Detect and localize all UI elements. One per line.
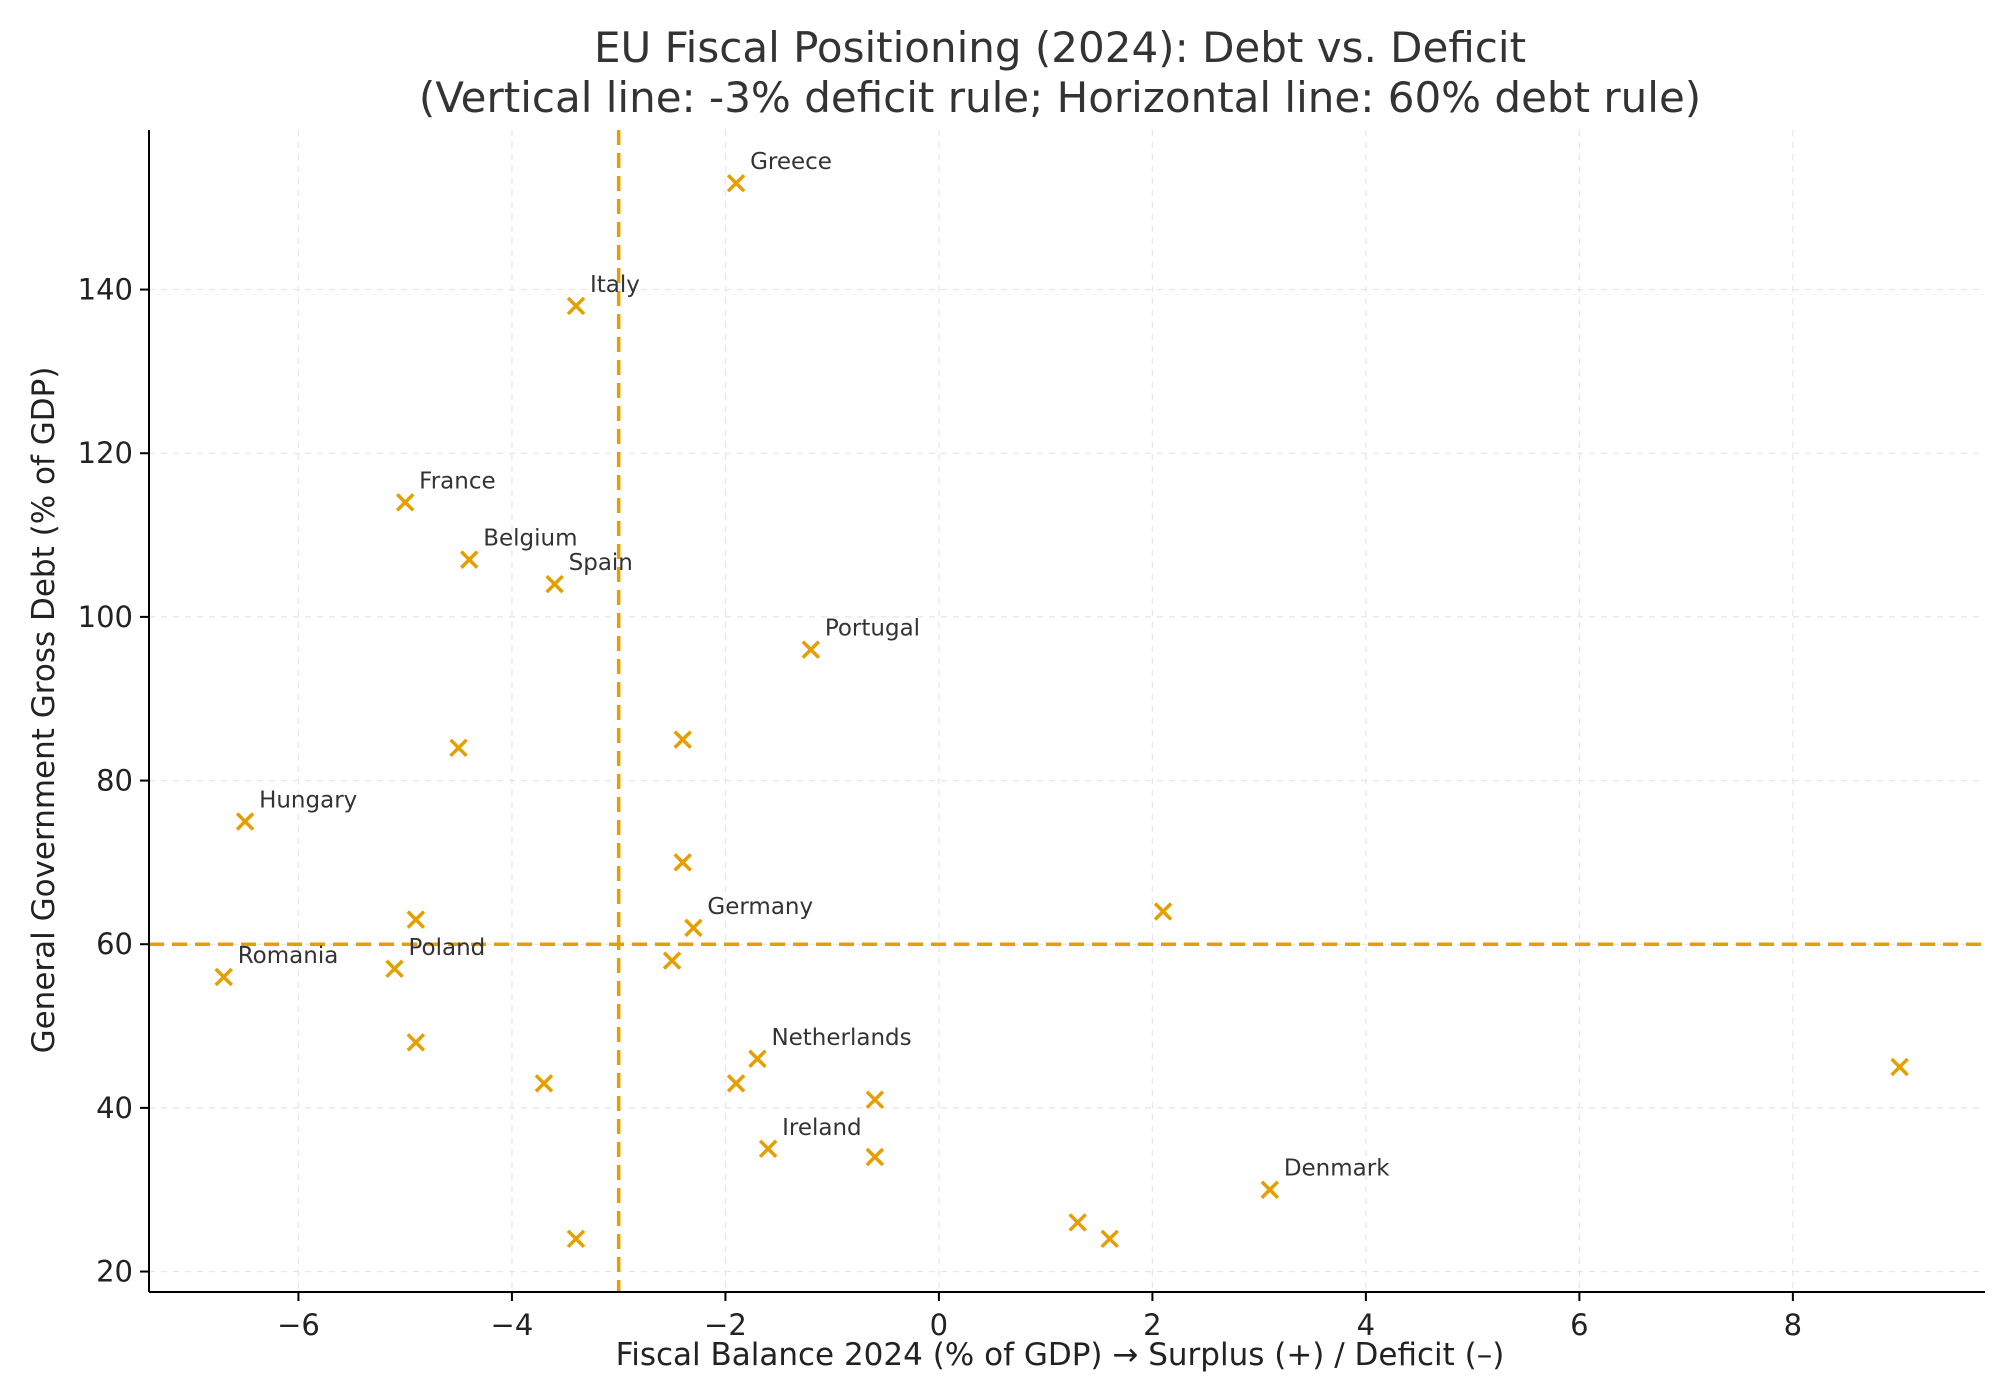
chart-title: EU Fiscal Positioning (2024): Debt vs. D… [594,23,1526,72]
marker-stroke [673,730,692,749]
marker-stroke [235,812,255,831]
data-point [534,1074,554,1093]
marker-stroke [545,574,564,594]
data-point [385,959,404,979]
marker-stroke [748,1049,767,1069]
y-axis-label: General Government Gross Debt (% of GDP) [26,367,62,1054]
x-tick-label: −2 [704,1308,747,1342]
x-tick-label: 8 [1784,1308,1802,1342]
marker-stroke [1260,1180,1280,1199]
data-point [545,574,564,594]
data-point [801,640,821,659]
point-label: Germany [707,894,813,920]
point-label: Netherlands [771,1025,911,1051]
marker-stroke [459,550,479,569]
marker-stroke [534,1074,554,1093]
data-point [662,951,682,970]
marker-stroke [449,738,468,758]
data-point [406,1033,426,1052]
data-point [673,730,692,749]
marker-stroke [865,1090,885,1109]
data-point [406,910,426,929]
y-tick-label: 40 [96,1091,133,1125]
point-label: Portugal [825,616,920,642]
y-tick-label: 80 [96,764,133,798]
data-point [748,1049,767,1069]
marker-stroke [566,1229,586,1249]
marker-stroke [214,967,233,987]
point-label: Denmark [1284,1156,1390,1182]
marker-stroke [406,910,426,929]
reference-lines [149,130,1985,1292]
marker-stroke [1153,902,1173,921]
marker-stroke [684,918,703,938]
marker-stroke [406,1033,426,1052]
data-point [1153,902,1173,921]
y-tick-label: 140 [78,273,133,307]
y-tick-label: 100 [78,600,133,634]
data-point [1890,1057,1909,1077]
grid [149,130,1985,1292]
marker-stroke [1890,1057,1909,1077]
marker-stroke [1100,1229,1119,1249]
y-tick-label: 60 [96,927,133,961]
marker-stroke [758,1139,778,1159]
marker-stroke [865,1147,885,1167]
x-tick-label: 6 [1570,1308,1588,1342]
x-tick-label: −6 [277,1308,320,1342]
x-tick-label: 0 [930,1308,948,1342]
data-point [758,1139,778,1159]
data-point [865,1090,885,1109]
data-point [726,173,746,193]
data-point [1068,1213,1087,1232]
chart-subtitle: (Vertical line: -3% deficit rule; Horizo… [419,73,1701,122]
data-point [673,853,692,872]
marker-stroke [566,296,586,316]
data-point [395,493,415,512]
point-label: Belgium [483,526,577,552]
data-point [1100,1229,1119,1249]
marker-stroke [726,173,746,193]
point-label: Poland [409,935,486,961]
x-axis-label: Fiscal Balance 2024 (% of GDP) → Surplus… [616,1337,1505,1373]
point-label: Spain [569,550,633,576]
data-point [865,1147,885,1167]
point-label: Italy [590,272,640,298]
data-point [459,550,479,569]
marker-stroke [801,640,821,659]
marker-stroke [395,493,415,512]
data-point [684,918,703,938]
data-point [449,738,468,758]
marker-stroke [1068,1213,1087,1232]
y-tick-label: 120 [78,436,133,470]
data-point [214,967,233,987]
point-label: Hungary [259,787,357,813]
marker-stroke [385,959,404,979]
marker-stroke [726,1074,746,1093]
y-tick-label: 20 [96,1255,133,1289]
data-points [214,173,1909,1249]
axes: −6 −4 −2 0 2 4 6 8 20 40 60 80 100 120 140 [78,130,1985,1342]
data-point [1260,1180,1280,1199]
x-tick-label: 2 [1143,1308,1161,1342]
point-label: Ireland [782,1115,862,1141]
marker-stroke [662,951,682,970]
data-point [566,1229,586,1249]
data-point [726,1074,746,1093]
x-tick-label: −4 [491,1308,534,1342]
marker-stroke [673,853,692,872]
data-point [566,296,586,316]
data-point [235,812,255,831]
point-label: Greece [750,149,832,175]
point-label: Romania [238,943,339,969]
x-tick-label: 4 [1357,1308,1375,1342]
point-label: France [419,468,495,494]
